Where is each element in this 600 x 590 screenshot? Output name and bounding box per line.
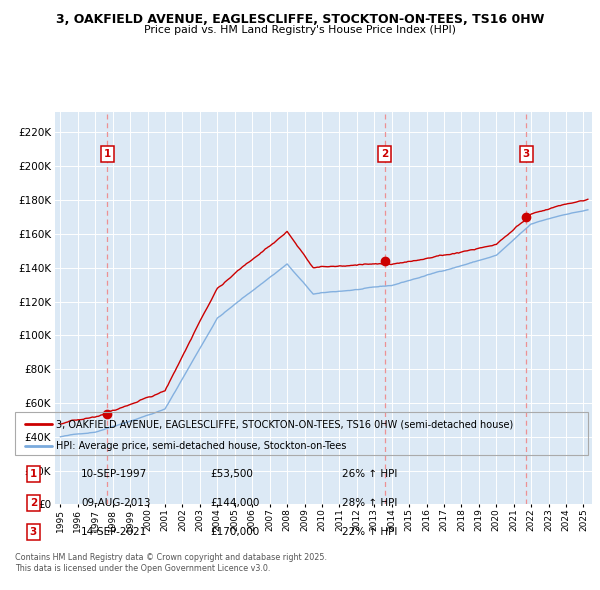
Text: HPI: Average price, semi-detached house, Stockton-on-Tees: HPI: Average price, semi-detached house,…	[56, 441, 347, 451]
Text: 2: 2	[30, 498, 37, 508]
Text: 3: 3	[523, 149, 530, 159]
Text: 3: 3	[30, 527, 37, 537]
Text: 26% ↑ HPI: 26% ↑ HPI	[341, 468, 397, 478]
Text: £170,000: £170,000	[210, 527, 259, 537]
Text: £53,500: £53,500	[210, 468, 253, 478]
Text: 2: 2	[381, 149, 389, 159]
Text: 28% ↑ HPI: 28% ↑ HPI	[341, 498, 397, 508]
Text: This data is licensed under the Open Government Licence v3.0.: This data is licensed under the Open Gov…	[15, 564, 271, 573]
Text: 22% ↑ HPI: 22% ↑ HPI	[341, 527, 397, 537]
Text: Price paid vs. HM Land Registry's House Price Index (HPI): Price paid vs. HM Land Registry's House …	[144, 25, 456, 35]
Text: 1: 1	[30, 468, 37, 478]
Text: Contains HM Land Registry data © Crown copyright and database right 2025.: Contains HM Land Registry data © Crown c…	[15, 553, 327, 562]
Text: 09-AUG-2013: 09-AUG-2013	[81, 498, 151, 508]
Text: 3, OAKFIELD AVENUE, EAGLESCLIFFE, STOCKTON-ON-TEES, TS16 0HW (semi-detached hous: 3, OAKFIELD AVENUE, EAGLESCLIFFE, STOCKT…	[56, 419, 514, 429]
Text: 1: 1	[104, 149, 111, 159]
Text: 14-SEP-2021: 14-SEP-2021	[81, 527, 147, 537]
Text: £144,000: £144,000	[210, 498, 259, 508]
Text: 10-SEP-1997: 10-SEP-1997	[81, 468, 147, 478]
Text: 3, OAKFIELD AVENUE, EAGLESCLIFFE, STOCKTON-ON-TEES, TS16 0HW: 3, OAKFIELD AVENUE, EAGLESCLIFFE, STOCKT…	[56, 13, 544, 26]
